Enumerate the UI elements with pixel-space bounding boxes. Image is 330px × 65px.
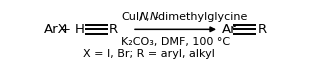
Text: R: R [109,23,118,36]
Text: ArX: ArX [44,23,68,36]
Text: +: + [60,23,71,36]
Text: X = I, Br; R = aryl, alkyl: X = I, Br; R = aryl, alkyl [83,49,214,59]
Text: H: H [75,23,84,36]
Text: Ar: Ar [221,23,236,36]
Text: ,: , [145,12,148,22]
Text: N: N [149,12,158,22]
Text: R: R [258,23,267,36]
Text: -dimethylglycine: -dimethylglycine [154,12,248,22]
Text: K₂CO₃, DMF, 100 °C: K₂CO₃, DMF, 100 °C [121,37,230,47]
Text: N: N [140,12,148,22]
Text: CuI/: CuI/ [121,12,143,22]
